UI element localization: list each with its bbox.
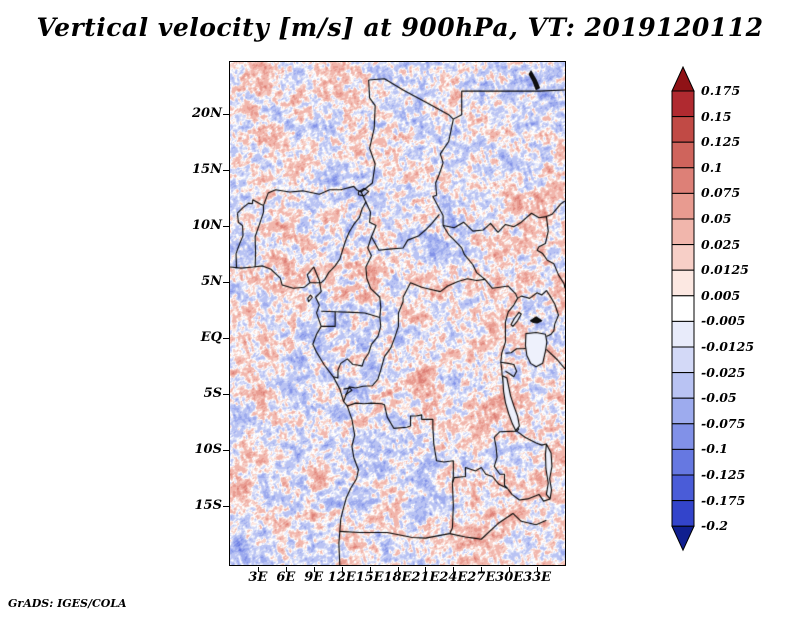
y-tick-label: 10N [192,217,222,233]
y-tick-mark [223,225,229,227]
colorbar-band [671,448,695,476]
x-tick-mark [453,567,455,572]
y-tick-mark [223,505,229,507]
colorbar-label: -0.175 [701,492,746,508]
colorbar-band [671,116,695,143]
colorbar-band [671,90,695,118]
colorbar-arrow-top [671,66,695,92]
colorbar-label: -0.2 [701,518,728,534]
x-tick-mark [425,567,427,572]
colorbar [671,66,695,552]
y-tick-label: 15N [192,161,222,177]
x-tick-label: 6E [276,570,296,585]
x-tick-label: 3E [248,570,268,585]
chart-title: Vertical velocity [m/s] at 900hPa, VT: 2… [36,13,764,42]
x-tick-label: 27E [467,570,496,585]
colorbar-label: 0.175 [701,83,741,98]
y-tick-mark [223,281,229,283]
colorbar-label: 0.025 [701,236,741,252]
x-tick-label: 18E [383,570,412,585]
x-tick-label: 9E [304,570,324,585]
y-tick-label: 10S [194,441,222,457]
colorbar-band [671,346,695,374]
x-tick-mark [509,567,511,572]
colorbar-label: 0.1 [701,159,723,175]
x-tick-label: 21E [411,570,440,585]
colorbar-arrow-bottom [671,525,695,552]
colorbar-band [671,423,695,450]
colorbar-band [671,167,695,194]
y-tick-label: 5S [203,385,222,401]
colorbar-label: -0.005 [701,313,746,329]
x-tick-label: 12E [327,570,356,585]
colorbar-label: -0.025 [701,364,746,380]
colorbar-label: 0.05 [701,211,732,226]
colorbar-label: -0.0125 [701,339,755,354]
y-tick-mark [223,449,229,451]
colorbar-band [671,192,695,220]
colorbar-label: 0.125 [701,134,741,150]
x-tick-label: 15E [355,570,384,585]
y-tick-label: 20N [192,105,222,121]
colorbar-band [671,218,695,246]
colorbar-band [671,397,695,425]
colorbar-band [671,500,695,527]
y-tick-mark [223,393,229,395]
colorbar-band [671,244,695,271]
colorbar-label: 0.075 [701,185,741,201]
y-tick-label: 5N [201,273,222,289]
x-tick-mark [397,567,399,572]
colorbar-band [671,372,695,399]
y-tick-mark [223,169,229,171]
colorbar-label: 0.0125 [701,262,749,278]
colorbar-band [671,141,695,169]
x-tick-label: 24E [439,570,468,585]
grads-credit: GrADS: IGES/COLA [8,597,127,610]
x-tick-mark [341,567,343,572]
colorbar-label: -0.05 [701,390,737,406]
colorbar-label: -0.1 [701,441,728,457]
x-tick-mark [257,567,259,572]
colorbar-label: 0.005 [701,287,741,303]
x-tick-label: 30E [495,570,524,585]
velocity-field-canvas [230,62,565,565]
colorbar-label: 0.15 [701,108,732,124]
x-tick-mark [537,567,539,572]
colorbar-label: -0.075 [701,415,746,431]
x-tick-mark [313,567,315,572]
y-tick-mark [223,113,229,115]
x-tick-mark [481,567,483,572]
colorbar-band [671,295,695,322]
colorbar-label: -0.125 [701,467,746,482]
y-tick-label: EQ [200,329,222,345]
colorbar-band [671,269,695,297]
colorbar-band [671,320,695,348]
x-tick-mark [285,567,287,572]
y-tick-label: 15S [194,497,222,513]
x-tick-mark [369,567,371,572]
y-tick-mark [223,337,229,339]
x-tick-label: 33E [523,570,552,585]
colorbar-band [671,474,695,502]
map-plot-frame [229,61,566,566]
